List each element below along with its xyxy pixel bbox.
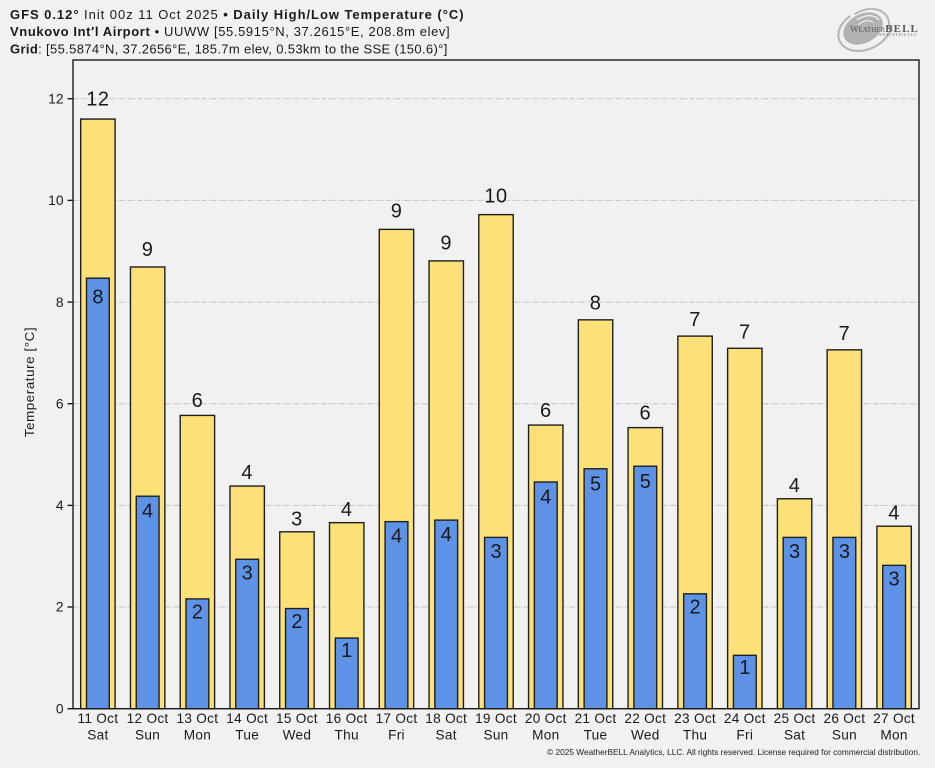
svg-text:21 Oct: 21 Oct bbox=[575, 711, 617, 726]
svg-text:Fri: Fri bbox=[388, 727, 405, 742]
svg-text:Mon: Mon bbox=[184, 727, 211, 742]
svg-text:ANALYTICS LLC: ANALYTICS LLC bbox=[879, 32, 918, 37]
svg-text:3: 3 bbox=[789, 541, 800, 563]
svg-text:Grid: [55.5874°N, 37.2656°E, 1: Grid: [55.5874°N, 37.2656°E, 185.7m elev… bbox=[10, 41, 448, 56]
svg-text:3: 3 bbox=[242, 562, 253, 584]
svg-text:4: 4 bbox=[391, 526, 402, 548]
svg-text:Sun: Sun bbox=[135, 727, 160, 742]
svg-text:Mon: Mon bbox=[880, 727, 907, 742]
svg-text:3: 3 bbox=[291, 508, 303, 530]
svg-text:4: 4 bbox=[540, 487, 551, 509]
svg-text:Thu: Thu bbox=[335, 727, 359, 742]
svg-text:4: 4 bbox=[142, 501, 153, 523]
svg-text:Fri: Fri bbox=[736, 727, 753, 742]
svg-text:19 Oct: 19 Oct bbox=[475, 711, 517, 726]
svg-text:© 2025 WeatherBELL Analytics,: © 2025 WeatherBELL Analytics, LLC. All r… bbox=[547, 747, 920, 757]
svg-text:7: 7 bbox=[689, 309, 701, 331]
svg-text:10: 10 bbox=[48, 193, 64, 208]
svg-text:15 Oct: 15 Oct bbox=[276, 711, 318, 726]
svg-text:Temperature [°C]: Temperature [°C] bbox=[22, 327, 37, 437]
svg-text:Wed: Wed bbox=[631, 727, 660, 742]
svg-text:9: 9 bbox=[440, 233, 452, 255]
svg-text:9: 9 bbox=[142, 239, 154, 261]
svg-text:6: 6 bbox=[56, 396, 64, 411]
svg-text:5: 5 bbox=[590, 474, 601, 496]
svg-text:Tue: Tue bbox=[584, 727, 608, 742]
svg-text:25 Oct: 25 Oct bbox=[774, 711, 816, 726]
svg-text:1: 1 bbox=[341, 640, 352, 662]
svg-text:7: 7 bbox=[739, 322, 751, 344]
svg-text:Sat: Sat bbox=[784, 727, 805, 742]
svg-text:8: 8 bbox=[56, 295, 64, 310]
svg-text:9: 9 bbox=[391, 201, 403, 223]
svg-text:14 Oct: 14 Oct bbox=[226, 711, 268, 726]
svg-text:2: 2 bbox=[690, 596, 701, 618]
svg-text:1: 1 bbox=[739, 657, 750, 679]
svg-text:12 Oct: 12 Oct bbox=[127, 711, 169, 726]
svg-text:13 Oct: 13 Oct bbox=[176, 711, 218, 726]
svg-text:3: 3 bbox=[839, 541, 850, 563]
svg-text:2: 2 bbox=[56, 600, 64, 615]
svg-text:23 Oct: 23 Oct bbox=[674, 711, 716, 726]
svg-text:4: 4 bbox=[441, 524, 452, 546]
svg-text:4: 4 bbox=[56, 498, 64, 513]
svg-text:26 Oct: 26 Oct bbox=[823, 711, 865, 726]
svg-text:4: 4 bbox=[341, 499, 353, 521]
svg-text:8: 8 bbox=[92, 286, 103, 308]
svg-text:12: 12 bbox=[48, 91, 63, 106]
svg-text:WEATHERBELL: WEATHERBELL bbox=[850, 23, 919, 35]
svg-text:2: 2 bbox=[192, 601, 203, 623]
svg-text:Sat: Sat bbox=[436, 727, 457, 742]
svg-text:Mon: Mon bbox=[532, 727, 559, 742]
svg-text:Sun: Sun bbox=[832, 727, 857, 742]
svg-text:18 Oct: 18 Oct bbox=[425, 711, 467, 726]
svg-text:16 Oct: 16 Oct bbox=[326, 711, 368, 726]
svg-text:4: 4 bbox=[241, 462, 253, 484]
svg-text:12: 12 bbox=[86, 88, 109, 110]
svg-text:3: 3 bbox=[889, 568, 900, 590]
svg-text:7: 7 bbox=[839, 323, 851, 345]
svg-text:6: 6 bbox=[639, 402, 651, 424]
svg-text:Vnukovo Int′l Airport • UUWW [: Vnukovo Int′l Airport • UUWW [55.5915°N,… bbox=[10, 24, 450, 39]
svg-text:8: 8 bbox=[590, 293, 602, 315]
svg-text:20 Oct: 20 Oct bbox=[525, 711, 567, 726]
svg-text:Wed: Wed bbox=[283, 727, 312, 742]
svg-text:2: 2 bbox=[291, 611, 302, 633]
svg-text:GFS 0.12° Init 00z 11 Oct 2025: GFS 0.12° Init 00z 11 Oct 2025 • Daily H… bbox=[10, 7, 465, 22]
svg-text:6: 6 bbox=[192, 390, 204, 412]
svg-text:17 Oct: 17 Oct bbox=[376, 711, 418, 726]
svg-text:27 Oct: 27 Oct bbox=[873, 711, 915, 726]
svg-text:10: 10 bbox=[484, 186, 507, 208]
svg-text:Thu: Thu bbox=[683, 727, 707, 742]
svg-text:4: 4 bbox=[789, 475, 801, 497]
svg-text:Sat: Sat bbox=[87, 727, 108, 742]
svg-text:6: 6 bbox=[540, 400, 552, 422]
svg-text:24 Oct: 24 Oct bbox=[724, 711, 766, 726]
svg-text:5: 5 bbox=[640, 471, 651, 493]
svg-text:Tue: Tue bbox=[235, 727, 259, 742]
svg-text:22 Oct: 22 Oct bbox=[624, 711, 666, 726]
svg-text:3: 3 bbox=[490, 541, 501, 563]
svg-text:11 Oct: 11 Oct bbox=[77, 711, 118, 726]
svg-text:4: 4 bbox=[888, 503, 900, 525]
svg-text:0: 0 bbox=[56, 701, 64, 716]
svg-text:Sun: Sun bbox=[483, 727, 508, 742]
